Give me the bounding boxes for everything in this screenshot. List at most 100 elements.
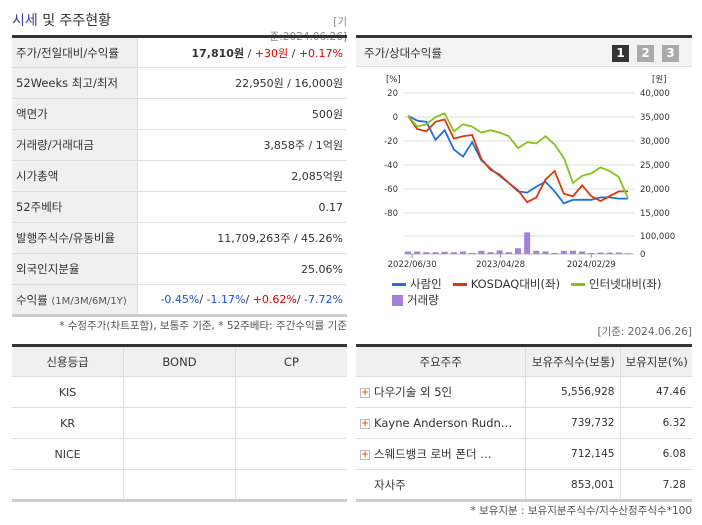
- volume-bar: [533, 250, 540, 254]
- holder-pct: 7.28: [620, 469, 692, 501]
- chart-title: 주가/상대수익률: [364, 46, 442, 60]
- left-tick: 0: [393, 113, 398, 123]
- holder-pct: 6.08: [620, 438, 692, 470]
- right-tick: 15,000: [640, 209, 670, 219]
- quote-row: 52주베타 0.17: [12, 191, 347, 223]
- credit-cell: [235, 469, 347, 501]
- price-chart: [%] [원] 20 40,000 0 35,000 -20 30,000 -40 25,000 -…: [384, 75, 675, 270]
- volume-bar: [487, 252, 494, 254]
- quote-row: 수익률 (1M/3M/6M/1Y) -0.45%/ -1.17%/ +0.62%/…: [12, 284, 347, 316]
- volume-bar: [615, 252, 622, 254]
- holder-name: + 스웨드뱅크 로버 폰더 …: [356, 438, 527, 470]
- credit-cell: [235, 407, 347, 439]
- volume-bar: [450, 252, 457, 254]
- volume-bar: [469, 252, 476, 254]
- credit-cell: [123, 376, 236, 408]
- quote-label: 시가총액: [12, 160, 138, 192]
- volume-bar: [423, 252, 430, 254]
- left-unit-label: [%]: [386, 75, 401, 85]
- chart-page-2-button[interactable]: 2: [637, 45, 654, 62]
- right-tick: 25,000: [640, 161, 670, 171]
- holders-header: 보유지분(%): [620, 345, 692, 377]
- quote-label: 발행주식수/유동비율: [12, 222, 138, 254]
- quote-value: 0.17: [137, 191, 347, 223]
- x-tick: 2022/06/30: [388, 260, 437, 270]
- credit-row: KR: [12, 407, 347, 439]
- holder-name: + 다우기술 외 5인: [356, 376, 527, 408]
- expand-plus-icon[interactable]: +: [360, 449, 370, 460]
- holder-pct: 6.32: [620, 407, 692, 439]
- quote-row: 52Weeks 최고/최저 22,950원 / 16,000원: [12, 67, 347, 99]
- credit-row: KIS: [12, 376, 347, 408]
- quote-label: 수익률 (1M/3M/6M/1Y): [12, 284, 138, 316]
- volume-tick: 0: [640, 250, 645, 260]
- quote-value: 22,950원 / 16,000원: [137, 67, 347, 99]
- quote-row: 액면가 500원: [12, 98, 347, 130]
- credit-cell: [235, 438, 347, 470]
- volume-bar: [625, 253, 631, 254]
- holders-header: 주요주주: [356, 345, 527, 377]
- right-tick: 40,000: [640, 89, 670, 99]
- credit-cell: KIS: [12, 376, 125, 408]
- legend-saramin: 사람인: [392, 277, 442, 291]
- quote-value: -0.45%/ -1.17%/ +0.62%/ -7.72%: [137, 284, 347, 316]
- chart-page-1-button[interactable]: 1: [612, 45, 629, 62]
- credit-cell: KR: [12, 407, 125, 439]
- credit-header: 신용등급: [12, 345, 125, 377]
- quote-label: 주가/전일대비/수익률: [12, 36, 138, 68]
- volume-bar: [414, 251, 421, 254]
- quote-value: 11,709,263주 / 45.26%: [137, 222, 347, 254]
- holder-row: + Kayne Anderson Rudn… 739,732 6.32: [356, 407, 692, 439]
- volume-bar: [579, 251, 586, 254]
- quote-label: 52주베타: [12, 191, 138, 223]
- left-tick: -40: [384, 161, 398, 171]
- holder-pct: 47.46: [620, 376, 692, 408]
- holder-row: + 스웨드뱅크 로버 폰더 … 712,145 6.08: [356, 438, 692, 470]
- quote-row: 외국인지분율 25.06%: [12, 253, 347, 285]
- holder-name: + Kayne Anderson Rudn…: [356, 407, 527, 439]
- expand-plus-icon[interactable]: +: [360, 418, 370, 429]
- credit-cell: [12, 469, 125, 501]
- legend-volume: 거래량: [392, 293, 439, 307]
- credit-cell: [123, 407, 236, 439]
- section-title: 시세 및 주주현황: [12, 13, 112, 29]
- quote-note: * 수정주가(차트포함), 보통주 기준, * 52주베타: 주간수익률 기준: [59, 320, 347, 332]
- volume-bar: [478, 250, 485, 254]
- volume-bar: [597, 252, 604, 254]
- series-line-1: [407, 115, 628, 204]
- quote-label: 거래량/거래대금: [12, 129, 138, 161]
- holders-header: 보유주식수(보통): [525, 345, 622, 377]
- holders-date: [기준: 2024.06.26]: [597, 326, 692, 338]
- x-tick: 2023/04/28: [476, 260, 525, 270]
- volume-bar: [441, 251, 448, 254]
- volume-bar: [405, 251, 411, 254]
- volume-bar: [460, 251, 466, 254]
- left-tick: -20: [384, 137, 398, 147]
- credit-header: CP: [235, 345, 347, 377]
- volume-bar: [551, 252, 558, 254]
- right-tick: 20,000: [640, 185, 670, 195]
- volume-bar: [505, 252, 512, 254]
- chart-page-3-button[interactable]: 3: [662, 45, 679, 62]
- holder-shares: 739,732: [525, 407, 622, 439]
- right-tick: 35,000: [640, 113, 670, 123]
- quote-value: 500원: [137, 98, 347, 130]
- credit-cell: NICE: [12, 438, 125, 470]
- credit-header: BOND: [123, 345, 236, 377]
- credit-cell: [235, 376, 347, 408]
- volume-bar: [432, 252, 439, 254]
- major-holders-table: 주요주주 보유주식수(보통) 보유지분(%) + 다우기술 외 5인 5,556,928 4…: [356, 344, 692, 502]
- quote-value: 2,085억원: [137, 160, 347, 192]
- volume-bar: [515, 248, 521, 254]
- x-tick: 2024/02/29: [567, 260, 616, 270]
- quote-label: 외국인지분율: [12, 253, 138, 285]
- volume-bar: [588, 252, 595, 254]
- expand-plus-icon[interactable]: +: [360, 387, 370, 398]
- quote-row: 주가/전일대비/수익률 17,810원 / +30원 / +0.17%: [12, 36, 347, 68]
- credit-row: [12, 469, 347, 501]
- chart-panel: 주가/상대수익률 1 2 3: [356, 35, 692, 279]
- volume-bar: [542, 251, 549, 254]
- volume-bar: [496, 250, 503, 254]
- volume-bar: [606, 252, 613, 254]
- quote-table: 주가/전일대비/수익률 17,810원 / +30원 / +0.17% 52Week…: [12, 35, 347, 317]
